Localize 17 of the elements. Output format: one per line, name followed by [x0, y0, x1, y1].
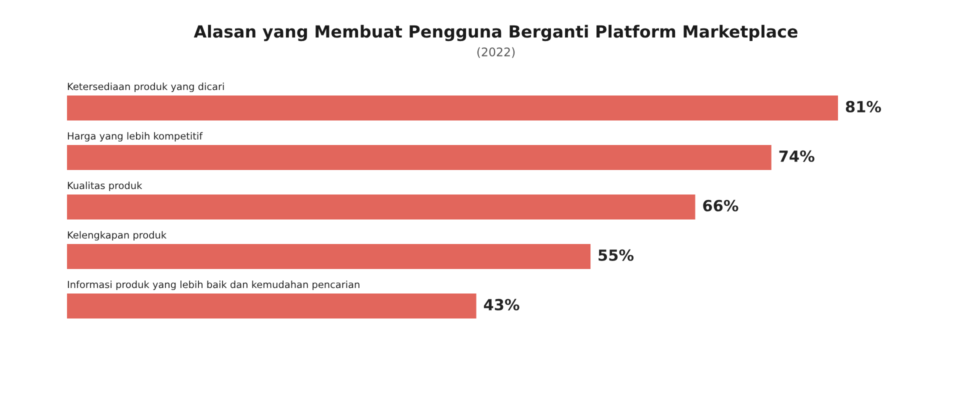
chart-subtitle: (2022) — [477, 47, 515, 58]
data-label: 81% — [846, 100, 882, 112]
chart-title: Alasan yang Membuat Pengguna Berganti Platform Marketplace — [194, 24, 798, 42]
data-label: 74% — [779, 150, 814, 162]
bar — [67, 244, 591, 269]
y-tick-label: Harga yang lebih kompetitif — [68, 132, 203, 142]
bar — [67, 194, 696, 220]
y-tick-label: Kualitas produk — [68, 182, 142, 192]
data-label: 43% — [484, 298, 520, 310]
bar — [67, 294, 476, 318]
y-tick-label: Ketersediaan produk yang dicari — [68, 82, 224, 92]
y-tick-label: Informasi produk yang lebih baik dan kemudahan pencarian — [68, 280, 360, 290]
data-label: 66% — [703, 200, 738, 212]
data-label: 55% — [598, 249, 634, 261]
bar — [67, 145, 772, 170]
bar — [67, 96, 838, 120]
y-tick-label: Kelengkapan produk — [68, 231, 167, 241]
